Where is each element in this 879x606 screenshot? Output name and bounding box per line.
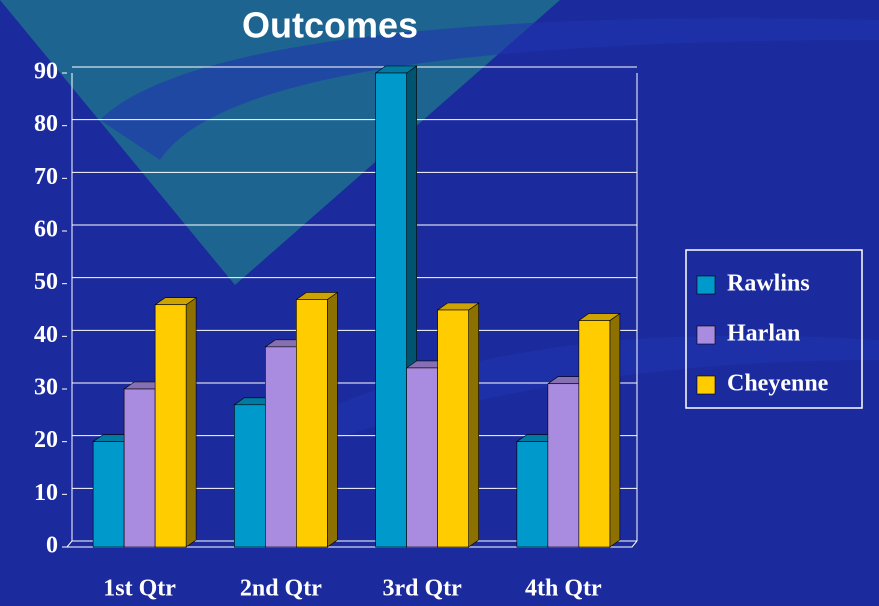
y-tick-label: 50 (34, 269, 58, 295)
bar (516, 441, 549, 548)
y-tick-label: 60 (34, 217, 58, 243)
y-tick-label: 20 (34, 427, 58, 453)
legend-label: Rawlins (727, 271, 810, 297)
bar-side (609, 312, 621, 548)
bar-side (327, 291, 338, 548)
x-tick-label: 1st Qtr (103, 576, 176, 602)
bar (265, 346, 297, 548)
y-tick-label: 30 (34, 375, 58, 401)
bar (406, 367, 438, 548)
bar (375, 72, 407, 548)
legend-box (685, 249, 863, 409)
y-tick-label: 10 (34, 480, 58, 506)
legend-swatch (696, 275, 716, 295)
x-tick-label: 3rd Qtr (382, 576, 462, 602)
y-tick-label: 90 (34, 59, 58, 85)
bar (92, 441, 125, 548)
legend-label: Harlan (727, 321, 800, 347)
legend-swatch (696, 325, 716, 345)
decoration (0, 0, 560, 285)
bar (547, 383, 580, 548)
bar (578, 320, 611, 548)
decoration (300, 335, 879, 440)
x-tick-label: 4th Qtr (525, 576, 602, 602)
bar-side (468, 302, 479, 548)
y-tick-label: 0 (46, 533, 58, 559)
legend-swatch (696, 375, 716, 395)
bar (437, 309, 469, 548)
bar (123, 388, 156, 548)
bar (296, 299, 328, 548)
bar-side (185, 297, 197, 548)
x-tick-label: 2nd Qtr (240, 576, 322, 602)
y-tick-label: 40 (34, 322, 58, 348)
chart-title: Outcomes (242, 5, 418, 46)
y-tick-label: 70 (34, 164, 58, 190)
legend-label: Cheyenne (727, 371, 829, 397)
bar (154, 304, 187, 548)
decoration (100, 18, 879, 161)
bar (234, 404, 266, 548)
y-tick-label: 80 (34, 111, 58, 137)
